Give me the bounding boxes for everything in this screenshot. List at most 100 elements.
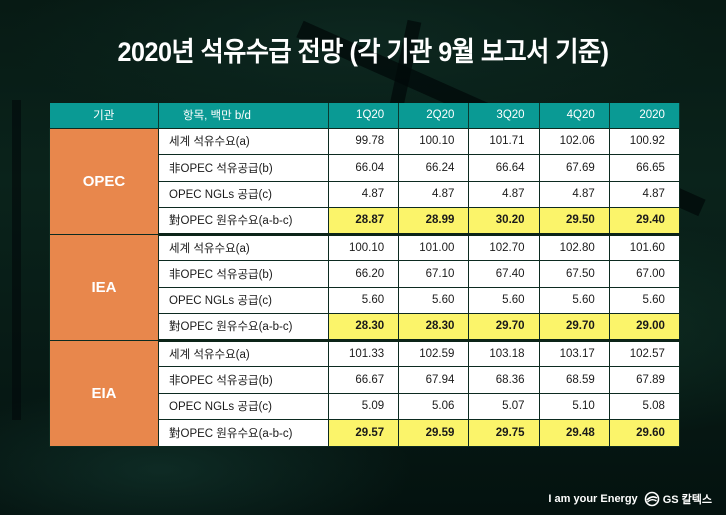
value-cell: 4.87 [327, 180, 400, 208]
value-cell: 5.07 [468, 392, 540, 420]
row-label: OPEC NGLs 공급(c) [158, 180, 329, 208]
org-cell-opec: OPEC [49, 127, 159, 235]
value-cell: 5.10 [538, 392, 610, 420]
row-label: 非OPEC 석유공급(b) [158, 154, 329, 182]
value-cell: 100.10 [398, 127, 470, 155]
value-cell: 100.10 [327, 233, 400, 261]
brand-name: GS 칼텍스 [662, 494, 712, 506]
row-label: 非OPEC 석유공급(b) [158, 260, 329, 288]
value-cell: 4.87 [398, 180, 470, 208]
table-row: OPEC NGLs 공급(c) 4.87 4.87 4.87 4.87 4.87 [50, 180, 680, 208]
value-cell: 4.87 [538, 180, 610, 208]
row-label: 非OPEC 석유공급(b) [158, 366, 329, 394]
value-cell: 102.59 [398, 339, 470, 367]
value-cell: 66.67 [327, 366, 400, 394]
highlight-value-cell: 29.00 [608, 313, 680, 342]
table-row: 非OPEC 석유공급(b) 66.04 66.24 66.64 67.69 66… [50, 154, 680, 182]
value-cell: 68.36 [468, 366, 540, 394]
value-cell: 100.92 [608, 127, 680, 155]
value-cell: 68.59 [538, 366, 610, 394]
org-cell-iea: IEA [49, 233, 159, 341]
table-row: OPEC NGLs 공급(c) 5.60 5.60 5.60 5.60 5.60 [50, 286, 680, 314]
org-cell-eia: EIA [49, 339, 159, 447]
gs-caltex-logo: GS 칼텍스 [644, 491, 712, 507]
highlight-value-cell: 28.99 [398, 207, 470, 236]
value-cell: 101.33 [327, 339, 400, 367]
row-label: OPEC NGLs 공급(c) [158, 392, 329, 420]
background-derrick-left [12, 100, 21, 420]
value-cell: 66.64 [468, 154, 540, 182]
value-cell: 101.71 [468, 127, 540, 155]
value-cell: 102.80 [538, 233, 610, 261]
row-label: 對OPEC 원유수요(a-b-c) [158, 207, 329, 236]
value-cell: 102.06 [538, 127, 610, 155]
row-label: 세계 석유수요(a) [158, 127, 329, 155]
value-cell: 67.40 [468, 260, 540, 288]
value-cell: 5.08 [608, 392, 680, 420]
highlight-value-cell: 28.30 [327, 313, 400, 342]
highlight-value-cell: 28.30 [398, 313, 470, 342]
value-cell: 67.00 [608, 260, 680, 288]
value-cell: 66.04 [327, 154, 400, 182]
highlight-value-cell: 29.60 [608, 419, 680, 447]
highlight-value-cell: 29.70 [538, 313, 610, 342]
value-cell: 5.06 [398, 392, 470, 420]
row-label: 세계 석유수요(a) [158, 233, 329, 261]
page-title: 2020년 석유수급 전망 (각 기관 9월 보고서 기준) [117, 37, 609, 67]
header-4q20: 4Q20 [539, 103, 610, 128]
oil-supply-demand-table: 기관 항목, 백만 b/d 1Q20 2Q20 3Q20 4Q20 2020 O… [49, 103, 680, 447]
value-cell: 5.60 [468, 286, 540, 314]
gs-caltex-logo-icon [644, 491, 659, 507]
header-item: 항목, 백만 b/d [158, 103, 329, 128]
header-2q20: 2Q20 [398, 103, 470, 128]
value-cell: 103.18 [468, 339, 540, 367]
highlight-value-cell: 30.20 [468, 207, 540, 236]
value-cell: 67.94 [398, 366, 470, 394]
highlight-value-cell: 29.57 [327, 419, 400, 447]
value-cell: 5.60 [538, 286, 610, 314]
value-cell: 5.60 [608, 286, 680, 314]
value-cell: 102.57 [608, 339, 680, 367]
slogan: I am your Energy [548, 493, 638, 505]
value-cell: 67.50 [538, 260, 610, 288]
value-cell: 5.09 [327, 392, 400, 420]
highlight-value-cell: 29.75 [468, 419, 540, 447]
value-cell: 103.17 [538, 339, 610, 367]
table-header-row: 기관 항목, 백만 b/d 1Q20 2Q20 3Q20 4Q20 2020 [49, 103, 680, 128]
header-org: 기관 [49, 103, 159, 128]
value-cell: 67.10 [398, 260, 470, 288]
table-row-highlight: 對OPEC 원유수요(a-b-c) 28.87 28.99 30.20 29.5… [50, 207, 680, 236]
row-label: 對OPEC 원유수요(a-b-c) [158, 419, 329, 447]
value-cell: 66.24 [398, 154, 470, 182]
value-cell: 4.87 [608, 180, 680, 208]
table-row-highlight: 對OPEC 원유수요(a-b-c) 28.30 28.30 29.70 29.7… [50, 313, 680, 342]
value-cell: 66.20 [327, 260, 400, 288]
row-label: 세계 석유수요(a) [158, 339, 329, 367]
table-row: EIA 세계 석유수요(a) 101.33 102.59 103.18 103.… [49, 339, 680, 447]
value-cell: 67.69 [538, 154, 610, 182]
highlight-value-cell: 29.59 [398, 419, 470, 447]
value-cell: 66.65 [608, 154, 680, 182]
highlight-value-cell: 29.70 [468, 313, 540, 342]
highlight-value-cell: 29.40 [608, 207, 680, 236]
value-cell: 5.60 [327, 286, 400, 314]
value-cell: 4.87 [468, 180, 540, 208]
value-cell: 101.00 [398, 233, 470, 261]
value-cell: 102.70 [468, 233, 540, 261]
value-cell: 99.78 [327, 127, 400, 155]
footer-branding: I am your Energy GS 칼텍스 [548, 491, 712, 507]
table-row: 非OPEC 석유공급(b) 66.20 67.10 67.40 67.50 67… [50, 260, 680, 288]
highlight-value-cell: 28.87 [327, 207, 400, 236]
header-1q20: 1Q20 [328, 103, 400, 128]
row-label: 對OPEC 원유수요(a-b-c) [158, 313, 329, 342]
header-3q20: 3Q20 [468, 103, 540, 128]
table-row: OPEC 세계 석유수요(a) 99.78 100.10 101.71 102.… [49, 127, 680, 235]
value-cell: 67.89 [608, 366, 680, 394]
value-cell: 101.60 [608, 233, 680, 261]
row-label: OPEC NGLs 공급(c) [158, 286, 329, 314]
highlight-value-cell: 29.50 [538, 207, 610, 236]
value-cell: 5.60 [398, 286, 470, 314]
header-2020: 2020 [609, 103, 680, 128]
table-row: IEA 세계 석유수요(a) 100.10 101.00 102.70 102.… [49, 233, 680, 341]
table-row: 非OPEC 석유공급(b) 66.67 67.94 68.36 68.59 67… [50, 366, 680, 394]
